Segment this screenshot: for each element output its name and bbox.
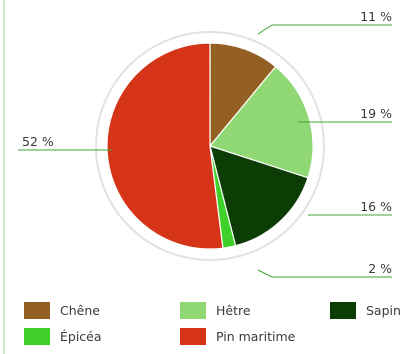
legend-label-epicea: Épicéa <box>60 329 102 344</box>
value-label-chene: 11 % <box>360 9 392 24</box>
legend-swatch-chene <box>24 302 50 319</box>
legend-item-hetre: Hêtre <box>180 302 251 319</box>
pie-slice-sapin <box>209 145 309 247</box>
leader-line-chene <box>257 24 392 35</box>
legend-label-chene: Chêne <box>60 303 100 318</box>
legend-swatch-sapin <box>330 302 356 319</box>
pie-slice-hetre <box>208 65 314 179</box>
legend-swatch-hetre <box>180 302 206 319</box>
legend-swatch-epicea <box>24 328 50 345</box>
leader-line-epicea <box>257 269 392 278</box>
value-label-epicea: 2 % <box>368 261 392 276</box>
value-label-pin-maritime: 52 % <box>22 134 54 149</box>
value-label-hetre: 19 % <box>360 106 392 121</box>
legend-item-sapin: Sapin <box>330 302 401 319</box>
legend-item-pin-maritime: Pin maritime <box>180 328 295 345</box>
legend-label-hetre: Hêtre <box>216 303 251 318</box>
legend-label-sapin: Sapin <box>366 303 401 318</box>
legend-item-chene: Chêne <box>24 302 100 319</box>
pie-slice-pin-maritime <box>106 42 224 250</box>
legend-label-pin-maritime: Pin maritime <box>216 329 296 344</box>
pie-slice-chene <box>209 42 277 148</box>
value-label-sapin: 16 % <box>360 199 392 214</box>
legend-swatch-pin-maritime <box>180 328 206 345</box>
legend-item-epicea: Épicéa <box>24 328 102 345</box>
